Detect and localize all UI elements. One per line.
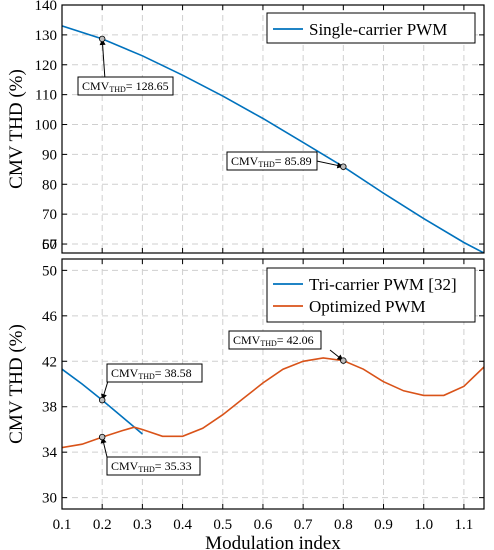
y-tick-label: 30 (42, 491, 57, 507)
y-tick-label: 38 (42, 400, 57, 416)
x-tick-label: 0.7 (294, 517, 313, 533)
annotation-label: CMVTHD= 85.89 (231, 154, 312, 169)
y-tick-label: 110 (35, 88, 57, 104)
legend-box (266, 12, 476, 44)
annotation-box (228, 330, 322, 350)
annotation-label: CMVTHD= 38.58 (111, 366, 192, 381)
legend-label-1: Optimized PWM (309, 297, 426, 316)
y-tick-label: 80 (42, 177, 57, 193)
y-tick-label: 57 (42, 237, 58, 253)
x-tick-label: 0.9 (374, 517, 393, 533)
y-tick-label: 60 (42, 237, 57, 253)
y-axis-label: CMV THD (%) (6, 69, 27, 189)
x-tick-label: 0.2 (93, 517, 112, 533)
axes-frame (61, 258, 485, 510)
y-tick-label: 70 (42, 207, 57, 223)
y-tick-label: 42 (42, 354, 57, 370)
annotation-label: CMVTHD= 128.65 (82, 79, 169, 94)
x-tick-label: 1.1 (455, 517, 474, 533)
y-tick-label: 130 (35, 28, 58, 44)
y-tick-label: 120 (35, 58, 58, 74)
annotation-box (77, 76, 174, 96)
annotation-label: CMVTHD= 42.06 (233, 333, 314, 348)
axes-frame (61, 4, 485, 254)
annotation-point (340, 357, 347, 364)
y-tick-label: 46 (42, 309, 58, 325)
x-tick-label: 0.6 (254, 517, 273, 533)
x-tick-label: 1.0 (414, 517, 433, 533)
y-tick-label: 100 (35, 118, 58, 134)
annotation-point (98, 433, 106, 441)
panel-single-carrier: 60 70 80 90 100 110 120 130 140 57 CMV THD (%) Sing… (6, 0, 485, 254)
legend-box (266, 267, 476, 323)
x-tick-label: 0.8 (334, 517, 353, 533)
y-tick-label: 90 (42, 147, 57, 163)
legend-label-0: Tri-carrier PWM [32] (309, 275, 457, 294)
annotation-point (340, 163, 347, 170)
x-axis-label: Modulation index (205, 533, 341, 550)
annotation-box (106, 363, 203, 383)
x-tick-label: 0.3 (133, 517, 152, 533)
x-tick-label: 0.4 (173, 517, 192, 533)
annotation-label: CMVTHD= 35.33 (111, 459, 192, 474)
y-tick-label: 50 (42, 263, 57, 279)
y-tick-label: 140 (35, 0, 58, 14)
annotation-point (98, 35, 106, 43)
x-tick-label: 0.5 (213, 517, 232, 533)
series-line-0 (62, 25, 484, 253)
panel-tri-carrier-vs-optimized: 30 34 38 42 46 50 0.1 0.2 0.3 0.4 0.5 0.6 0.7 0.8 0.9 1… (6, 258, 485, 550)
y-axis-label: CMV THD (%) (6, 324, 27, 444)
y-tick-label: 34 (42, 445, 58, 461)
series-line-1 (62, 357, 484, 449)
annotation-box (106, 456, 201, 476)
legend-label-0: Single-carrier PWM (309, 20, 447, 39)
x-tick-label: 0.1 (53, 517, 72, 533)
annotation-box (226, 151, 318, 171)
annotation-point (98, 396, 106, 404)
